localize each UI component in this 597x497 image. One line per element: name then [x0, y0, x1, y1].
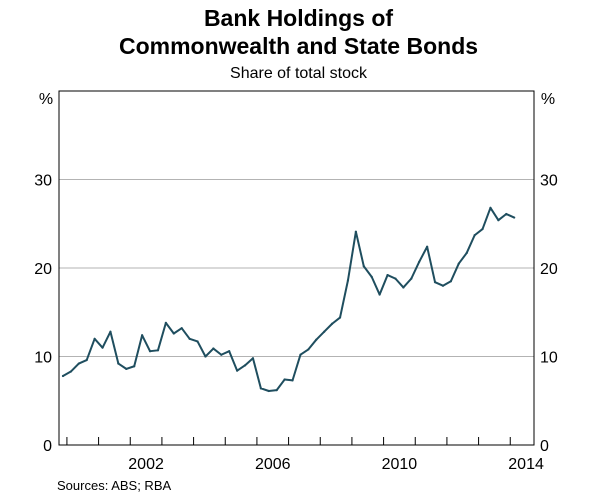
data-point	[77, 362, 80, 365]
y-tick-label-right: 30	[540, 173, 558, 190]
axis-ticks	[66, 437, 511, 445]
data-point	[457, 262, 460, 265]
data-point	[489, 206, 492, 209]
data-point	[236, 369, 239, 372]
data-point	[338, 316, 342, 319]
data-point	[283, 378, 286, 381]
data-point	[291, 379, 294, 382]
data-point	[212, 347, 215, 350]
data-point	[370, 275, 373, 278]
data-point	[180, 327, 183, 330]
data-point	[148, 350, 152, 353]
data-point	[196, 340, 199, 343]
gridlines	[59, 179, 534, 357]
data-point	[346, 279, 350, 282]
data-point	[465, 251, 468, 255]
y-axis-unit-left: %	[39, 91, 53, 108]
data-point	[315, 338, 318, 341]
data-point	[69, 370, 72, 373]
y-tick-label-left: 30	[34, 173, 52, 190]
data-point	[331, 322, 334, 325]
y-tick-label-right: 20	[540, 261, 558, 278]
data-point	[204, 355, 207, 358]
data-point	[133, 365, 136, 368]
data-point	[433, 281, 437, 284]
y-tick-label-right: 10	[540, 350, 558, 367]
data-point	[402, 286, 405, 289]
data-point	[473, 234, 476, 237]
data-point	[93, 337, 96, 340]
data-point	[481, 227, 484, 231]
data-point	[228, 350, 231, 353]
data-point	[513, 216, 516, 219]
data-point	[505, 212, 508, 216]
data-point	[275, 389, 278, 392]
data-point	[251, 357, 255, 360]
data-point	[418, 260, 421, 263]
source-note: Sources: ABS; RBA	[57, 478, 172, 493]
data-point	[267, 389, 270, 393]
data-point	[164, 321, 167, 324]
data-point	[220, 353, 223, 356]
data-point	[259, 387, 262, 390]
y-axis-unit-right: %	[541, 91, 555, 108]
data-point	[101, 346, 104, 349]
chart-title-line-2: Commonwealth and State Bonds	[118, 33, 479, 59]
data-point	[299, 353, 302, 356]
data-point	[497, 219, 500, 222]
y-tick-labels-left: 0 10 20 30	[34, 173, 52, 456]
data-point	[441, 284, 445, 287]
y-tick-label-left: 0	[43, 438, 52, 455]
plot-frame	[58, 90, 535, 446]
series-points	[61, 206, 516, 393]
x-tick-label: 2014	[508, 456, 544, 473]
data-point	[354, 230, 357, 233]
series-line	[62, 206, 515, 393]
data-point	[125, 367, 128, 370]
data-point	[117, 362, 120, 365]
data-point	[61, 374, 65, 378]
data-point	[323, 330, 326, 333]
chart-title-line-1: Bank Holdings of	[203, 5, 394, 31]
data-point	[85, 358, 88, 362]
data-point	[188, 337, 191, 340]
data-point	[141, 334, 144, 337]
x-tick-label: 2010	[382, 456, 418, 473]
data-point	[410, 277, 413, 280]
x-tick-label: 2002	[128, 456, 164, 473]
y-tick-label-left: 10	[34, 350, 52, 367]
data-point	[426, 245, 429, 248]
data-point	[172, 332, 175, 335]
y-tick-label-left: 20	[34, 261, 52, 278]
y-tick-labels-right: 0 10 20 30	[540, 173, 558, 456]
x-tick-labels: 2002 2006 2010 2014	[128, 456, 544, 473]
data-point	[109, 330, 112, 333]
data-point	[362, 265, 365, 268]
x-tick-label: 2006	[255, 456, 291, 473]
data-point	[449, 280, 452, 283]
data-point	[156, 349, 160, 352]
data-point	[243, 364, 247, 367]
data-point	[386, 273, 389, 277]
data-point	[394, 277, 397, 280]
data-point	[378, 293, 381, 296]
y-tick-label-right: 0	[540, 438, 549, 455]
data-point	[307, 348, 310, 351]
chart-subtitle: Share of total stock	[230, 65, 367, 82]
